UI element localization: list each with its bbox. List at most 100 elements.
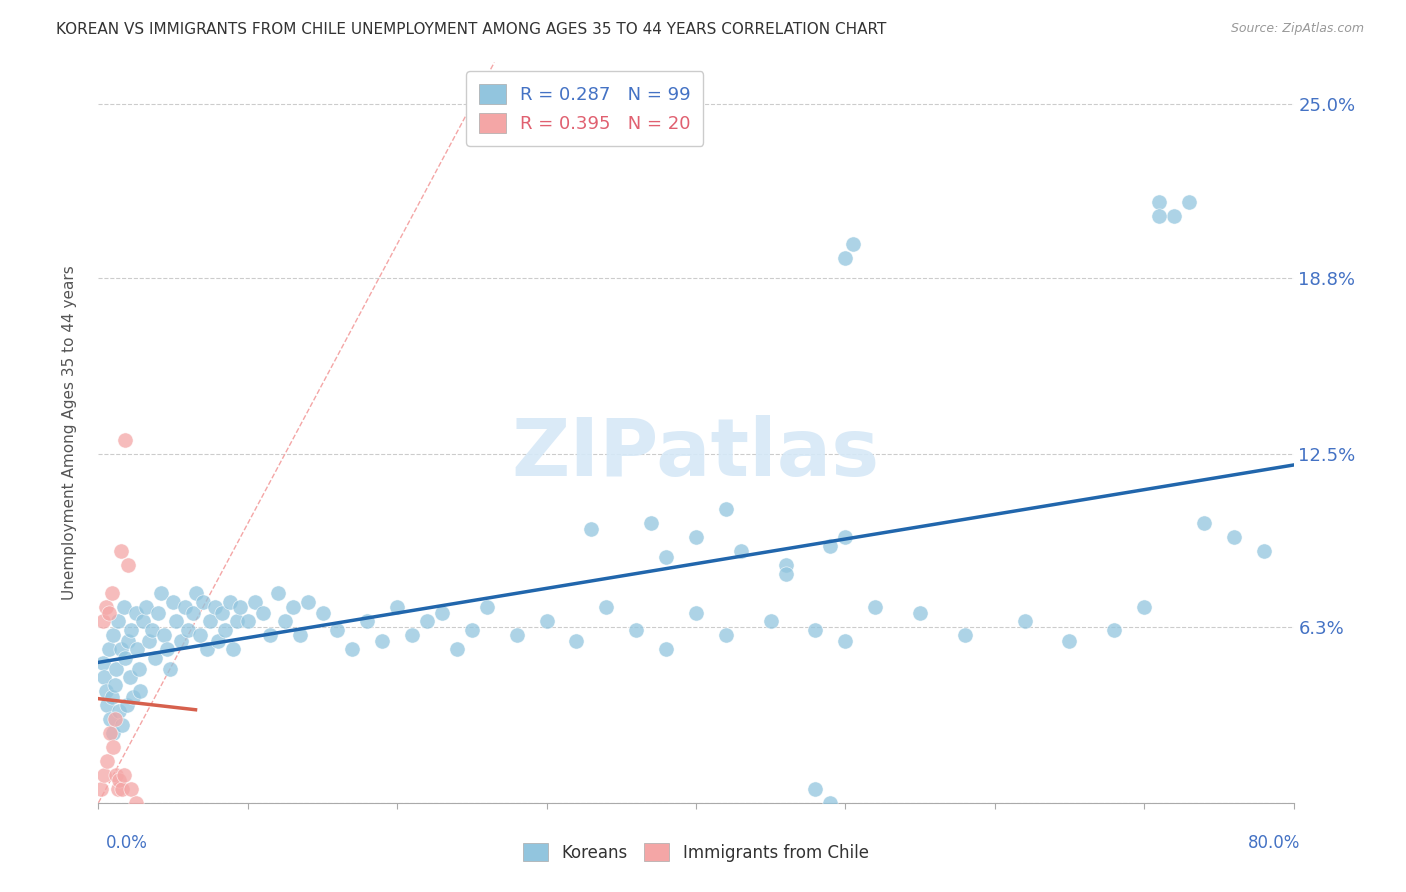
Point <box>120 781 142 796</box>
Text: Source: ZipAtlas.com: Source: ZipAtlas.com <box>1230 22 1364 36</box>
Point <box>118 670 141 684</box>
Point <box>834 251 856 265</box>
Point <box>93 768 115 782</box>
Point <box>1014 614 1036 628</box>
Point <box>96 698 118 712</box>
Point <box>655 642 678 657</box>
Y-axis label: Unemployment Among Ages 35 to 44 years: Unemployment Among Ages 35 to 44 years <box>62 265 77 600</box>
Text: 80.0%: 80.0% <box>1249 834 1301 852</box>
Point <box>104 712 127 726</box>
Point <box>94 684 117 698</box>
Point <box>834 633 856 648</box>
Point <box>1147 209 1170 223</box>
Point <box>581 522 603 536</box>
Point <box>114 650 136 665</box>
Point <box>108 773 131 788</box>
Point <box>219 594 242 608</box>
Point <box>506 628 529 642</box>
Point <box>1059 633 1081 648</box>
Point <box>775 558 797 573</box>
Point <box>536 614 558 628</box>
Text: KOREAN VS IMMIGRANTS FROM CHILE UNEMPLOYMENT AMONG AGES 35 TO 44 YEARS CORRELATI: KOREAN VS IMMIGRANTS FROM CHILE UNEMPLOY… <box>56 22 887 37</box>
Point <box>759 614 782 628</box>
Point <box>626 623 648 637</box>
Point <box>416 614 439 628</box>
Point <box>804 623 827 637</box>
Point <box>595 600 617 615</box>
Point <box>204 600 226 615</box>
Point <box>111 717 134 731</box>
Point <box>326 623 349 637</box>
Point <box>101 586 124 600</box>
Point <box>120 623 142 637</box>
Point <box>135 600 157 615</box>
Point <box>356 614 378 628</box>
Point <box>245 594 267 608</box>
Point <box>174 600 197 615</box>
Point <box>834 530 856 544</box>
Point <box>430 606 453 620</box>
Point <box>97 606 120 620</box>
Point <box>297 594 319 608</box>
Point <box>236 614 259 628</box>
Point <box>103 628 125 642</box>
Point <box>274 614 297 628</box>
Point <box>1192 516 1215 531</box>
Point <box>91 656 114 670</box>
Point <box>107 614 129 628</box>
Point <box>143 650 166 665</box>
Point <box>197 642 219 657</box>
Point <box>1133 600 1156 615</box>
Point <box>129 684 152 698</box>
Point <box>132 614 155 628</box>
Point <box>191 594 214 608</box>
Point <box>91 614 114 628</box>
Point <box>865 600 887 615</box>
Point <box>222 642 245 657</box>
Point <box>953 628 976 642</box>
Point <box>1147 195 1170 210</box>
Point <box>141 623 163 637</box>
Point <box>181 606 204 620</box>
Point <box>107 781 129 796</box>
Text: 0.0%: 0.0% <box>105 834 148 852</box>
Point <box>117 633 139 648</box>
Point <box>200 614 222 628</box>
Point <box>461 623 484 637</box>
Point <box>105 662 128 676</box>
Point <box>121 690 143 704</box>
Point <box>97 642 120 657</box>
Point <box>165 614 187 628</box>
Point <box>804 781 827 796</box>
Point <box>117 558 139 573</box>
Point <box>446 642 468 657</box>
Point <box>1223 530 1246 544</box>
Point <box>125 796 148 810</box>
Point <box>342 642 364 657</box>
Point <box>98 712 122 726</box>
Point <box>211 606 233 620</box>
Point <box>820 539 842 553</box>
Point <box>655 549 678 564</box>
Point <box>311 606 333 620</box>
Point <box>229 600 252 615</box>
Point <box>1104 623 1126 637</box>
Point <box>105 768 128 782</box>
Point <box>184 586 207 600</box>
Point <box>110 544 132 558</box>
Point <box>104 678 127 692</box>
Point <box>188 628 211 642</box>
Point <box>730 544 752 558</box>
Point <box>111 781 134 796</box>
Point <box>401 628 423 642</box>
Point <box>640 516 662 531</box>
Point <box>820 796 842 810</box>
Point <box>103 726 125 740</box>
Point <box>714 502 737 516</box>
Point <box>385 600 409 615</box>
Point <box>153 628 176 642</box>
Point <box>114 433 136 447</box>
Point <box>267 586 290 600</box>
Point <box>685 606 707 620</box>
Point <box>125 606 148 620</box>
